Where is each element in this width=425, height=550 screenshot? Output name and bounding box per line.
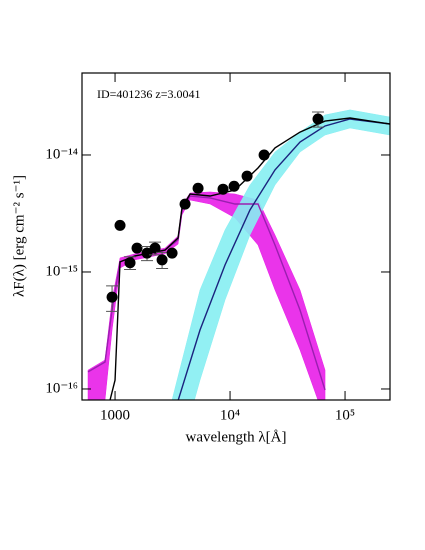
data-point xyxy=(149,242,161,254)
data-point xyxy=(312,113,324,125)
data-point xyxy=(141,247,153,259)
data-point xyxy=(179,198,191,210)
annotation: ID=401236 z=3.0041 xyxy=(97,87,201,101)
data-point xyxy=(192,182,204,194)
data-point xyxy=(258,149,270,161)
x-axis-label: wavelength λ[Å] xyxy=(186,429,287,445)
y-tick-label: 10⁻¹⁶ xyxy=(45,380,78,396)
data-point xyxy=(241,170,253,182)
y-axis-label: λF(λ) [erg cm⁻² s⁻¹] xyxy=(11,175,27,297)
data-point xyxy=(166,247,178,259)
model-band xyxy=(87,191,326,400)
plot-area xyxy=(87,109,390,400)
data-point xyxy=(217,183,229,195)
model-line xyxy=(109,117,390,400)
x-tick-label: 10⁴ xyxy=(220,407,240,423)
model-band xyxy=(171,109,390,400)
data-point xyxy=(124,257,136,269)
model-line xyxy=(177,118,390,400)
data-point xyxy=(156,254,168,266)
y-tick-label: 10⁻¹⁴ xyxy=(45,146,78,162)
y-tick-label: 10⁻¹⁵ xyxy=(45,263,78,279)
data-point xyxy=(131,242,143,254)
data-point xyxy=(106,291,118,303)
data-point xyxy=(114,219,126,231)
x-tick-label: 10⁵ xyxy=(335,407,355,423)
axes-frame xyxy=(81,72,391,401)
data-point xyxy=(228,180,240,192)
x-tick-label: 1000 xyxy=(100,407,130,423)
